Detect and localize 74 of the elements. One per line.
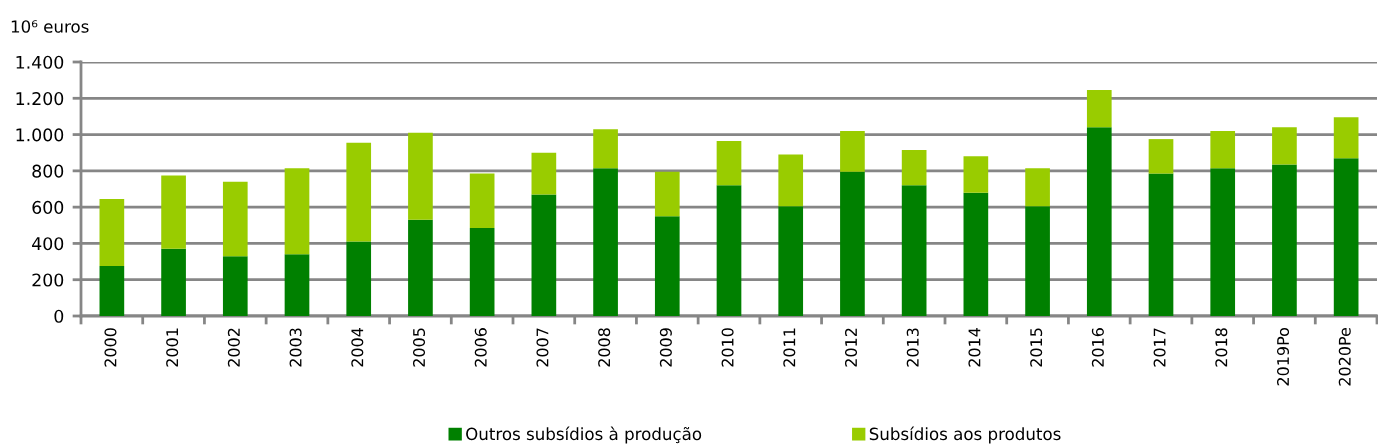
x-tick-label: 2004 xyxy=(351,328,364,367)
bar xyxy=(284,254,310,316)
bar xyxy=(1210,130,1236,169)
bar xyxy=(469,228,495,316)
y-tick-label: 1.400 xyxy=(16,55,64,69)
bar xyxy=(1210,168,1236,316)
bar xyxy=(1333,117,1359,159)
y-tick-label: 0 xyxy=(54,309,64,323)
bar xyxy=(346,241,372,316)
bar xyxy=(840,130,865,172)
y-axis-title: 10⁶ euros xyxy=(11,20,89,33)
x-tick-label: 2005 xyxy=(412,328,426,367)
bar xyxy=(963,156,989,193)
bar xyxy=(593,129,618,169)
y-tick-label: 800 xyxy=(32,164,64,178)
legend-label: Subsídios aos produtos xyxy=(869,426,1061,444)
bar xyxy=(1086,90,1112,128)
bar xyxy=(284,168,310,255)
x-tick-label: 2003 xyxy=(289,328,302,367)
x-tick-label: 2019Po xyxy=(1276,327,1290,386)
bar xyxy=(531,152,557,195)
x-tick-label: 2015 xyxy=(1030,328,1043,367)
bar xyxy=(901,149,927,186)
x-tick-label: 2016 xyxy=(1091,328,1104,367)
y-tick-label: 200 xyxy=(32,273,64,287)
x-tick-label: 2009 xyxy=(659,328,672,367)
bar xyxy=(408,219,433,316)
y-tick-label: 1.000 xyxy=(16,128,64,142)
bar xyxy=(840,171,865,316)
x-tick-label: 2010 xyxy=(721,328,734,367)
x-tick-label: 2012 xyxy=(844,328,858,367)
bar xyxy=(654,216,680,316)
bar xyxy=(469,173,495,229)
bar xyxy=(1025,168,1050,207)
bar xyxy=(593,168,618,316)
bar xyxy=(222,181,248,257)
x-tick-label: 2014 xyxy=(968,328,981,367)
x-tick-label: 2008 xyxy=(598,328,611,367)
bar xyxy=(222,256,248,316)
x-tick-label: 2000 xyxy=(104,328,117,367)
bar xyxy=(161,175,186,249)
bar xyxy=(1148,139,1174,174)
bar xyxy=(1333,158,1359,316)
legend-label: Outros subsídios à produção xyxy=(466,426,702,444)
bar xyxy=(1025,206,1050,316)
y-tick-label: 400 xyxy=(32,237,64,251)
bar xyxy=(531,194,557,316)
x-tick-label: 2018 xyxy=(1215,328,1228,367)
bar xyxy=(963,192,989,316)
y-tick-label: 600 xyxy=(32,200,64,214)
x-tick-label: 2006 xyxy=(474,328,487,367)
bar xyxy=(1272,127,1297,165)
x-tick-label: 2002 xyxy=(227,328,240,367)
x-tick-label: 2017 xyxy=(1153,328,1166,367)
x-tick-label: 2001 xyxy=(166,328,179,367)
bar xyxy=(716,185,742,316)
bar xyxy=(778,154,804,207)
bar xyxy=(408,132,433,220)
y-tick-label: 1.200 xyxy=(16,92,64,106)
bar xyxy=(346,142,372,242)
bar xyxy=(99,266,125,316)
bar xyxy=(1148,173,1174,316)
bar xyxy=(161,248,186,316)
bar xyxy=(1272,164,1297,316)
x-tick-label: 2013 xyxy=(906,328,919,367)
x-tick-label: 2011 xyxy=(783,328,796,367)
bar xyxy=(99,198,125,267)
bar xyxy=(901,185,927,316)
x-tick-label: 2007 xyxy=(536,328,549,367)
bar xyxy=(778,206,804,316)
bar xyxy=(716,140,742,186)
bar xyxy=(1086,127,1112,316)
x-tick-label: 2020Pe xyxy=(1338,327,1351,386)
bar xyxy=(654,171,680,217)
